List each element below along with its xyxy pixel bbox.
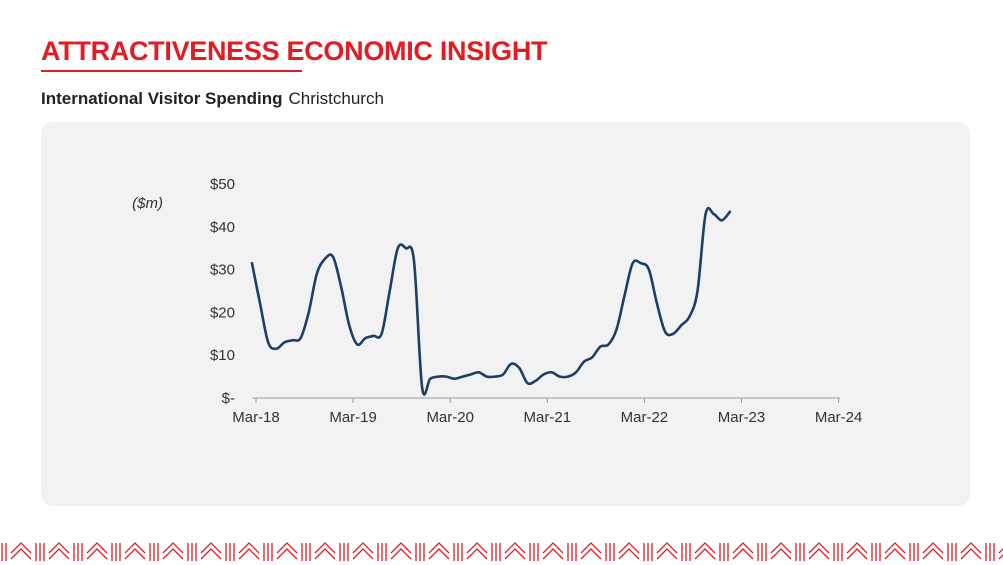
chevron-motif [723,542,759,561]
chevron-motif [153,542,189,561]
chevron-motif [913,542,949,561]
chart-heading-metric: International Visitor Spending [41,89,283,108]
x-tick-label: Mar-24 [815,409,863,426]
x-tick-label: Mar-20 [426,409,474,426]
series-line-visitor-spending [250,206,732,396]
chevron-motif [305,542,341,561]
chevron-motif [609,542,645,561]
x-tick-label: Mar-19 [329,409,377,426]
x-tick-label: Mar-23 [718,409,766,426]
chevron-motif [115,542,151,561]
x-tick-label: Mar-18 [232,409,280,426]
chevron-motif [685,542,721,561]
chevron-motif [343,542,379,561]
chevron-motif [77,542,113,561]
chevron-motif [381,542,417,561]
chart-heading-location: Christchurch [288,89,384,108]
chevron-motif [533,542,569,561]
chevron-motif [419,542,455,561]
x-tick-label: Mar-21 [524,409,572,426]
y-tick-label: $10 [210,347,235,364]
y-tick-label: $40 [210,219,235,236]
chevron-motif [647,542,683,561]
chevron-motif [457,542,493,561]
y-tick-label: $30 [210,262,235,279]
chevron-motif [989,543,1003,561]
chevron-motif [875,542,911,561]
y-axis-unit-label: ($m) [132,195,163,212]
y-tick-label: $50 [210,176,235,193]
chart-panel: ($m) $- $10 $20 $30 $40 $50 Mar-18 Mar-19 Mar-20 M… [41,122,970,506]
x-tick-label: Mar-22 [621,409,669,426]
chevron-motif [799,542,835,561]
chevron-motif [571,542,607,561]
title-underline [41,70,302,72]
decorative-chevron-border [1,542,1003,561]
chevron-motif [761,542,797,561]
line-chart: ($m) $- $10 $20 $30 $40 $50 Mar-18 Mar-19 Mar-20 M… [132,176,863,426]
y-tick-label: $- [222,390,235,407]
chart-heading: International Visitor Spending Christchur… [41,89,384,109]
chevron-motif [837,542,873,561]
y-tick-label: $20 [210,304,235,321]
chevron-motif [495,542,531,561]
chevron-motif [1,542,37,561]
page-title: ATTRACTIVENESS ECONOMIC INSIGHT [41,36,548,66]
chevron-motif [267,542,303,561]
chevron-motif [229,542,265,561]
chevron-motif [191,542,227,561]
chevron-motif [951,542,987,561]
chevron-motif [39,542,75,561]
